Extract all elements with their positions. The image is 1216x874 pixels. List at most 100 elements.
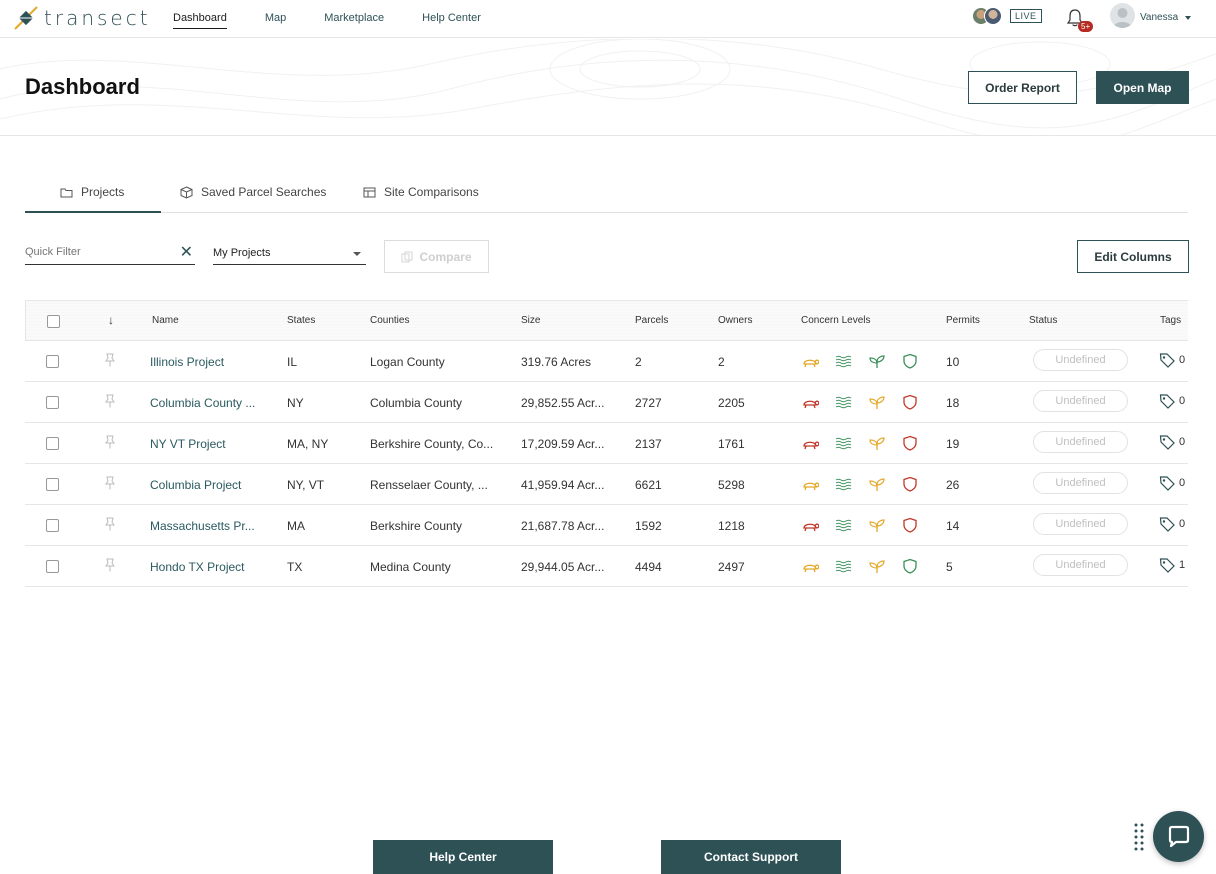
project-name-link[interactable]: Columbia Project	[150, 478, 242, 492]
water-icon[interactable]	[835, 476, 853, 492]
column-header-owners[interactable]: Owners	[718, 315, 753, 326]
live-collaborators[interactable]	[972, 7, 1002, 25]
sprout-icon[interactable]	[868, 435, 886, 451]
logo[interactable]: transect	[12, 3, 151, 33]
open-map-button[interactable]: Open Map	[1096, 71, 1189, 104]
nav-map[interactable]: Map	[264, 12, 287, 24]
tags-cell[interactable]: 1	[1159, 556, 1188, 574]
nav-help-center[interactable]: Help Center	[422, 12, 481, 24]
water-icon[interactable]	[835, 558, 853, 574]
table-row[interactable]: NY VT Project MA, NY Berkshire County, Co.…	[25, 423, 1188, 464]
sprout-icon[interactable]	[868, 517, 886, 533]
pin-icon[interactable]	[104, 517, 116, 531]
status-badge[interactable]: Undefined	[1033, 472, 1128, 494]
water-icon[interactable]	[835, 517, 853, 533]
tab-site-comparisons[interactable]: Site Comparisons	[363, 184, 479, 200]
select-all-checkbox[interactable]	[47, 315, 60, 328]
table-row[interactable]: Columbia Project NY, VT Rensselaer County,…	[25, 464, 1188, 505]
row-checkbox[interactable]	[46, 519, 59, 532]
shield-icon[interactable]	[901, 476, 919, 492]
table-row[interactable]: Illinois Project IL Logan County 319.76 Acr…	[25, 341, 1188, 382]
status-badge[interactable]: Undefined	[1033, 554, 1128, 576]
turtle-icon[interactable]	[801, 476, 819, 492]
project-name-link[interactable]: Hondo TX Project	[150, 560, 245, 574]
column-header-size[interactable]: Size	[521, 315, 541, 326]
row-checkbox[interactable]	[46, 560, 59, 573]
row-checkbox[interactable]	[46, 396, 59, 409]
user-avatar[interactable]	[1110, 3, 1135, 28]
table-row[interactable]: Hondo TX Project TX Medina County 29,944.05…	[25, 546, 1188, 587]
order-report-button[interactable]: Order Report	[968, 71, 1077, 104]
contact-support-button[interactable]: Contact Support	[661, 840, 841, 874]
live-badge[interactable]: LIVE	[1010, 9, 1042, 23]
status-badge[interactable]: Undefined	[1033, 349, 1128, 371]
pin-icon[interactable]	[104, 476, 116, 490]
sort-arrow-icon[interactable]: ↓	[108, 313, 114, 327]
pin-icon[interactable]	[104, 558, 116, 572]
nav-marketplace[interactable]: Marketplace	[324, 12, 385, 24]
shield-icon[interactable]	[901, 558, 919, 574]
turtle-icon[interactable]	[801, 435, 819, 451]
column-header-counties[interactable]: Counties	[370, 315, 410, 326]
row-checkbox[interactable]	[46, 437, 59, 450]
edit-columns-button[interactable]: Edit Columns	[1077, 240, 1189, 273]
project-name-link[interactable]: Illinois Project	[150, 355, 225, 369]
column-header-parcels[interactable]: Parcels	[635, 315, 669, 326]
clear-filter-icon[interactable]: ✕	[179, 244, 193, 261]
caret-down-icon[interactable]	[1185, 16, 1191, 20]
table-row[interactable]: Massachusetts Pr... MA Berkshire County 21,…	[25, 505, 1188, 546]
quick-filter-input[interactable]	[25, 242, 165, 262]
shield-icon[interactable]	[901, 517, 919, 533]
column-header-concern-levels[interactable]: Concern Levels	[801, 315, 871, 326]
sprout-icon[interactable]	[868, 476, 886, 492]
sprout-icon[interactable]	[868, 353, 886, 369]
pin-icon[interactable]	[104, 435, 116, 449]
row-checkbox[interactable]	[46, 355, 59, 368]
help-center-button[interactable]: Help Center	[373, 840, 553, 874]
status-badge[interactable]: Undefined	[1033, 390, 1128, 412]
water-icon[interactable]	[835, 435, 853, 451]
compare-button: Compare	[384, 240, 489, 273]
column-header-name[interactable]: Name	[152, 315, 179, 326]
project-name-link[interactable]: Massachusetts Pr...	[150, 519, 255, 533]
user-name[interactable]: Vanessa	[1140, 12, 1179, 23]
tab-label: Projects	[81, 185, 125, 199]
shield-icon[interactable]	[901, 353, 919, 369]
pin-icon[interactable]	[104, 394, 116, 408]
status-badge[interactable]: Undefined	[1033, 513, 1128, 535]
column-header-status[interactable]: Status	[1029, 315, 1058, 326]
tags-cell[interactable]: 0	[1159, 433, 1188, 451]
shield-icon[interactable]	[901, 394, 919, 410]
column-header-tags[interactable]: Tags	[1160, 315, 1182, 326]
column-header-states[interactable]: States	[287, 315, 316, 326]
tags-cell[interactable]: 0	[1159, 392, 1188, 410]
nav-dashboard[interactable]: Dashboard	[173, 12, 227, 29]
shield-icon[interactable]	[901, 435, 919, 451]
status-badge[interactable]: Undefined	[1033, 431, 1128, 453]
tags-cell[interactable]: 0	[1159, 515, 1188, 533]
pin-icon[interactable]	[104, 353, 116, 367]
water-icon[interactable]	[835, 394, 853, 410]
water-icon[interactable]	[835, 353, 853, 369]
drag-handle-icon[interactable]	[1134, 823, 1144, 851]
project-scope-select[interactable]: My Projects	[213, 242, 366, 265]
turtle-icon[interactable]	[801, 353, 819, 369]
sprout-icon[interactable]	[868, 394, 886, 410]
bell-icon[interactable]	[1066, 8, 1084, 28]
project-name-link[interactable]: Columbia County ...	[150, 396, 256, 410]
states-cell: MA, NY	[287, 437, 329, 451]
turtle-icon[interactable]	[801, 558, 819, 574]
tab-label: Site Comparisons	[384, 185, 479, 199]
turtle-icon[interactable]	[801, 517, 819, 533]
tags-cell[interactable]: 0	[1159, 474, 1188, 492]
project-name-link[interactable]: NY VT Project	[150, 437, 226, 451]
turtle-icon[interactable]	[801, 394, 819, 410]
row-checkbox[interactable]	[46, 478, 59, 491]
tab-projects[interactable]: Projects	[60, 184, 124, 200]
tab-saved-parcel-searches[interactable]: Saved Parcel Searches	[180, 184, 326, 200]
table-row[interactable]: Columbia County ... NY Columbia County 29,8…	[25, 382, 1188, 423]
sprout-icon[interactable]	[868, 558, 886, 574]
column-header-permits[interactable]: Permits	[946, 315, 980, 326]
chat-launcher[interactable]	[1153, 811, 1204, 862]
tags-cell[interactable]: 0	[1159, 351, 1188, 369]
